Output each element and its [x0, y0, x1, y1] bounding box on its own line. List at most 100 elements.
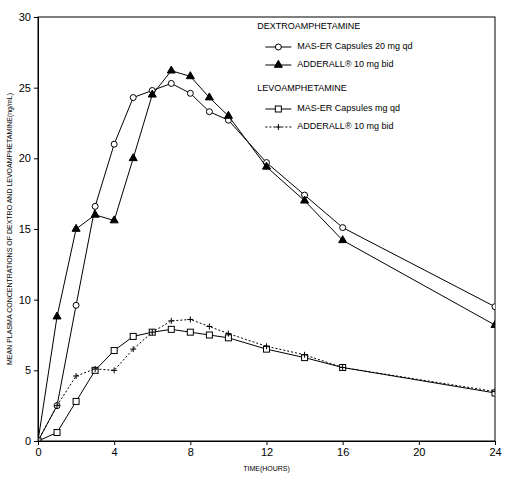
data-point [54, 403, 60, 409]
marker-shape [110, 216, 118, 223]
x-tick-label: 20 [413, 446, 425, 458]
marker-shape [340, 225, 346, 231]
marker-shape [492, 304, 495, 310]
marker-shape [168, 80, 174, 86]
legend-marker [274, 60, 282, 67]
marker-shape [54, 430, 60, 436]
marker-shape [186, 72, 194, 79]
data-point [225, 331, 231, 337]
marker-shape [130, 333, 136, 339]
marker-shape [301, 196, 309, 203]
marker-shape [167, 66, 175, 73]
x-tick: 16 [337, 441, 349, 458]
x-tick: 12 [261, 441, 273, 458]
data-point [130, 346, 136, 352]
marker-shape [491, 320, 495, 327]
marker-shape [262, 162, 270, 169]
y-tick-label: 15 [19, 223, 31, 235]
marker-shape [264, 343, 270, 349]
data-point [54, 403, 60, 409]
data-point [340, 225, 346, 231]
series-line [38, 319, 495, 441]
data-point [340, 365, 346, 371]
marker-shape [72, 224, 80, 231]
marker-shape [53, 312, 61, 319]
y-axis: 051015202530 [19, 11, 39, 447]
x-tick-mark [343, 441, 344, 445]
data-point [38, 438, 41, 441]
x-tick-mark [419, 441, 420, 445]
marker-shape [168, 318, 174, 324]
marker-shape [148, 90, 156, 97]
data-point [262, 162, 270, 169]
data-point [38, 438, 41, 441]
data-point [491, 320, 495, 327]
data-point [38, 438, 41, 441]
legend-group-title: DEXTROAMPHETAMINE [257, 21, 360, 31]
y-tick-mark [34, 88, 38, 89]
y-tick-label: 25 [19, 82, 31, 94]
data-point [302, 352, 308, 358]
marker-shape [187, 316, 193, 322]
marker-shape [492, 389, 495, 395]
marker-shape [225, 331, 231, 337]
marker-shape [187, 329, 193, 335]
x-tick-label: 16 [337, 446, 349, 458]
data-point [73, 398, 79, 404]
legend-marker [275, 124, 281, 130]
y-tick-label: 10 [19, 294, 31, 306]
x-tick-mark [190, 441, 191, 445]
x-tick: 8 [188, 441, 194, 458]
marker-shape [38, 438, 41, 441]
marker-shape [340, 365, 346, 371]
marker-shape [206, 332, 212, 338]
data-point [187, 316, 193, 322]
y-tick-mark [34, 17, 38, 18]
marker-shape [224, 111, 232, 118]
y-axis-title: MEAN PLASMA CONCENTRATIONS OF DEXTRO AND… [6, 93, 14, 365]
data-point [168, 326, 174, 332]
plot-area: 04812162024051015202530DEXTROAMPHETAMINE… [19, 11, 502, 458]
data-point [149, 329, 155, 335]
marker-shape [339, 236, 347, 243]
marker-shape [92, 366, 98, 372]
legend-marker [275, 44, 281, 50]
data-point [73, 302, 79, 308]
data-point [130, 333, 136, 339]
marker-shape [54, 403, 60, 409]
legend-entry: MAS-ER Capsules mg qd [265, 103, 400, 113]
y-tick-mark [34, 300, 38, 301]
legend-label: MAS-ER Capsules mg qd [297, 103, 400, 113]
legend-label: ADDERALL® 10 mg bid [297, 59, 393, 69]
marker-shape [38, 438, 41, 441]
y-tick: 15 [19, 223, 38, 235]
plot-frame [38, 17, 495, 441]
data-point [91, 210, 99, 217]
x-axis-line [39, 442, 496, 446]
marker-shape [168, 326, 174, 332]
x-tick-label: 8 [188, 446, 194, 458]
data-point [54, 430, 60, 436]
y-tick-label: 20 [19, 152, 31, 164]
data-point [111, 348, 117, 354]
x-tick-label: 24 [489, 446, 501, 458]
data-point [167, 66, 175, 73]
x-tick-label: 12 [261, 446, 273, 458]
marker-shape [149, 329, 155, 335]
y-axis-line [34, 18, 39, 442]
marker-shape [130, 346, 136, 352]
marker-shape [38, 438, 41, 441]
data-point [92, 366, 98, 372]
y-tick: 0 [25, 435, 38, 447]
data-point [206, 109, 212, 115]
marker-shape [129, 154, 137, 161]
marker-shape [340, 365, 346, 371]
legend: DEXTROAMPHETAMINEMAS-ER Capsules 20 mg q… [257, 21, 412, 131]
marker-shape [73, 373, 79, 379]
data-point [148, 90, 156, 97]
legend-marker [275, 106, 281, 112]
y-tick-mark [34, 158, 38, 159]
marker-shape [54, 403, 60, 409]
data-point [187, 329, 193, 335]
x-tick: 4 [112, 441, 118, 458]
